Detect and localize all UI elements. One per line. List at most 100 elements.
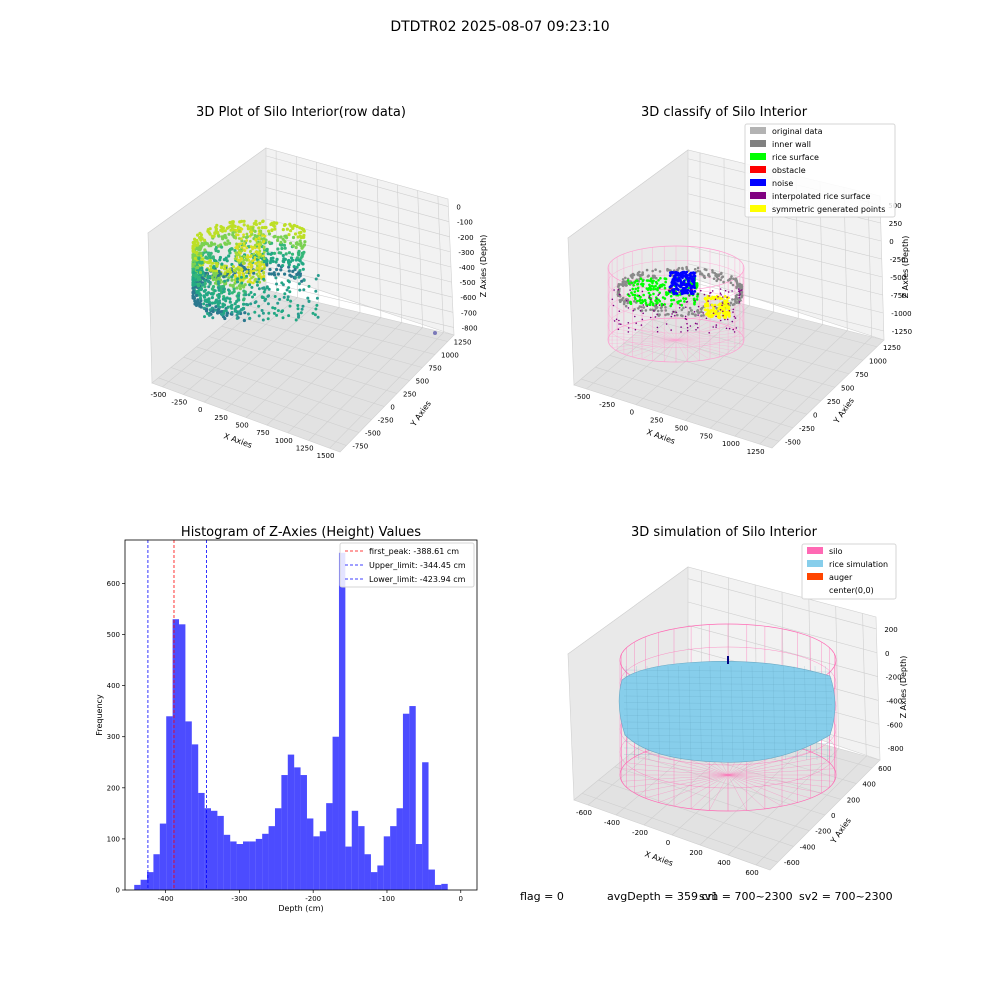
inner-wall-point [734,279,737,282]
raw-point [264,238,268,242]
hist-bar [274,808,282,890]
raw-point [198,277,202,281]
raw-point-low [293,275,297,279]
rice-surface-point [639,277,643,281]
raw-point-low [257,287,261,291]
raw-point [268,261,272,265]
inner-wall-point [642,306,646,309]
raw-point-peak [245,256,249,259]
panel2-silo-floor-spoke [652,339,677,361]
interpolated-point [627,307,630,309]
inner-wall-point [729,281,733,285]
symmetric-point [713,303,717,307]
panel4-silo-floor-spoke [634,774,729,794]
p4-grid-x-wall [835,606,840,749]
raw-point-low [262,290,266,294]
rice-mesh-line [625,665,629,761]
panel2-silo-floor-spoke [675,328,735,341]
raw-point [264,225,268,230]
interpolated-point [641,318,644,321]
interpolated-point [648,295,650,297]
p2-xtick-label: -250 [599,401,615,409]
raw-point-low [288,304,292,308]
raw-point-low [211,316,215,320]
inner-wall-point [730,275,733,278]
hist-bar [409,706,416,890]
raw-point [267,240,271,244]
raw-point-low [208,274,212,278]
raw-point-peak [254,262,257,265]
p1-ytick-label: 250 [403,391,416,399]
panel2-silo-floor-spoke [675,339,735,352]
panel4-silo-floor-spoke [709,774,729,811]
raw-point-peak [258,253,261,256]
raw-point-peak [245,239,249,242]
p4-ytick-label: -200 [815,828,831,836]
panel2-silo-floor-spoke [632,322,677,341]
p2-grid-z [687,263,884,314]
raw-point [293,267,297,272]
hist-ytick-label: 600 [107,580,120,588]
rice-surface-point [630,281,633,285]
raw-point-peak [233,274,237,277]
raw-point-peak [262,254,265,258]
p1-grid-y [246,305,436,355]
hist-bar [198,792,205,890]
raw-point-peak [246,265,250,269]
p4-grid-x-wall [862,613,867,757]
raw-point [298,259,302,263]
inner-wall-point [637,273,640,277]
noise-point [682,291,685,295]
p1-grid-z [265,202,451,253]
rice-surface-point [656,288,659,292]
raw-point [207,251,211,255]
panel2-silo-floor-spoke [675,339,729,355]
raw-point-low [221,290,225,294]
rice-surface-point [633,293,637,297]
interpolated-point [732,311,734,313]
raw-point-peak [254,237,258,241]
raw-point [288,273,292,277]
raw-point [219,225,223,229]
raw-point [254,219,258,223]
raw-point-low [275,282,278,286]
inner-wall-point [729,301,733,305]
symmetric-point [709,311,712,314]
raw-point [301,235,305,239]
p2-xtick-label: 0 [630,409,634,417]
hist-bar [211,810,218,890]
rice-surface-point [632,284,635,287]
inner-wall-point [740,290,744,294]
panel1-zticks: 0 -100 -200 -300 -400 -500 -600 -700 -800 [456,204,477,333]
raw-point-peak [254,250,258,254]
rice-surface-point [652,287,655,291]
p1-ztick-label: -700 [461,309,477,317]
interpolated-point [640,324,643,326]
raw-point [195,302,200,306]
interpolated-point [715,326,717,328]
raw-point-peak [262,257,266,260]
panel2-zlabel: Z Axies (Depth) [901,236,910,299]
raw-point [229,228,233,232]
raw-point [204,271,208,275]
p1-ztick-label: -300 [458,249,474,257]
noise-point [685,290,688,293]
noise-point [689,291,693,295]
inner-wall-point [659,306,663,310]
raw-point-peak [238,248,241,252]
raw-point-low [222,287,226,291]
symmetric-point [718,316,722,319]
rice-mesh-line [623,689,833,692]
hist-xtick-label: 0 [459,895,463,903]
p4-xtick-label: 400 [717,859,730,867]
raw-point-peak [246,280,250,284]
inner-wall-point [626,301,629,305]
raw-point [193,243,197,247]
raw-point-low [227,292,231,296]
rice-mesh-line [657,665,660,761]
panel4-silo-floor-spoke [626,774,729,788]
rice-surface-point [636,286,640,290]
interpolated-point [669,287,671,290]
noise-point [691,292,695,296]
p2-grid-y [581,378,780,442]
